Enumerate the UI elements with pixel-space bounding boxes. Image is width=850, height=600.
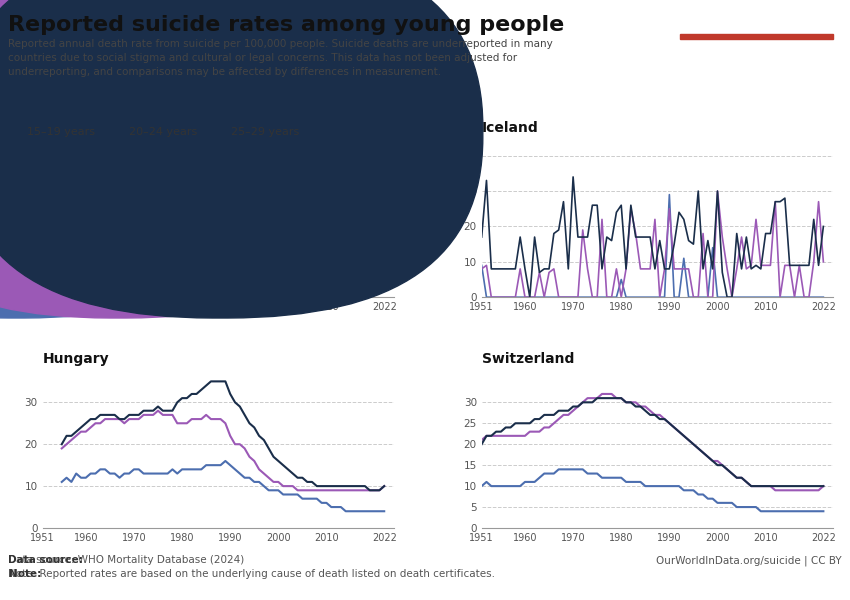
Text: India: India xyxy=(42,121,82,136)
Text: Note: Reported rates are based on the underlying cause of death listed on death : Note: Reported rates are based on the un… xyxy=(8,569,496,579)
Text: Note:: Note: xyxy=(8,569,41,579)
Bar xyxy=(680,34,833,39)
Text: OurWorldInData.org/suicide | CC BY: OurWorldInData.org/suicide | CC BY xyxy=(656,555,842,565)
Text: Iceland: Iceland xyxy=(482,121,538,136)
Text: 25–29 years: 25–29 years xyxy=(231,127,299,137)
Text: Switzerland: Switzerland xyxy=(482,352,574,366)
Text: No matching data: No matching data xyxy=(156,211,280,224)
Text: Data source: WHO Mortality Database (2024): Data source: WHO Mortality Database (202… xyxy=(8,555,245,565)
Text: Data source:: Data source: xyxy=(8,555,83,565)
Text: 20–24 years: 20–24 years xyxy=(129,127,197,137)
Text: Our World: Our World xyxy=(727,8,786,19)
Text: Reported annual death rate from suicide per 100,000 people. Suicide deaths are u: Reported annual death rate from suicide … xyxy=(8,39,553,77)
Text: 15–19 years: 15–19 years xyxy=(27,127,95,137)
Text: Hungary: Hungary xyxy=(42,352,109,366)
Text: Reported suicide rates among young people: Reported suicide rates among young peopl… xyxy=(8,15,564,35)
Text: in Data: in Data xyxy=(735,24,778,34)
